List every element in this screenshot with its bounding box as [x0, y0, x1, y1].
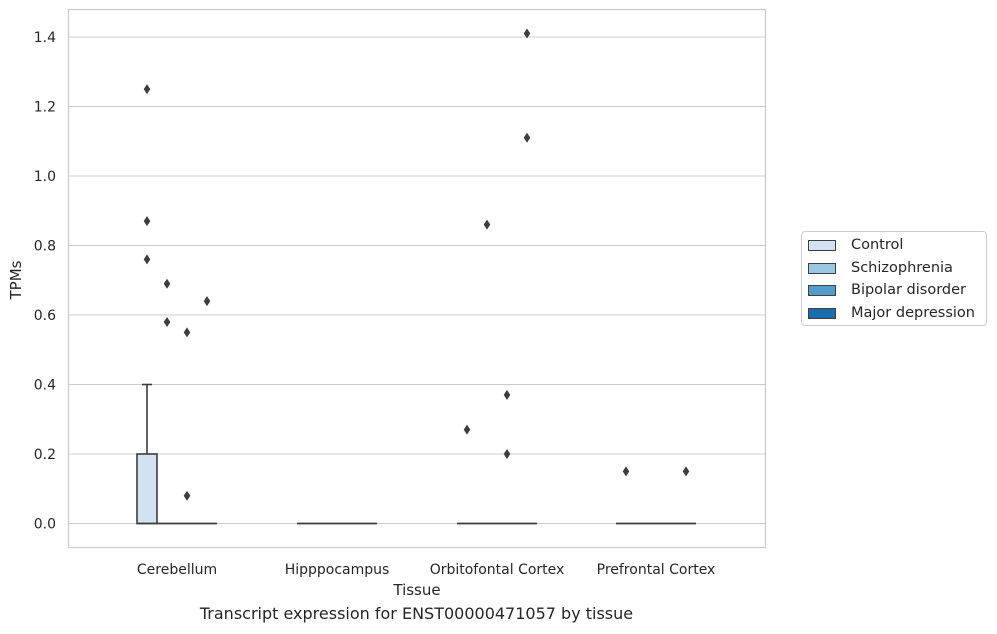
outlier-point [143, 254, 151, 265]
legend-swatch-major-depression [808, 307, 836, 319]
legend-swatch-control [808, 239, 836, 251]
outlier-point [523, 28, 531, 39]
outlier-point [183, 490, 191, 501]
y-tick-label: 1.4 [34, 30, 56, 46]
y-axis-label: TPMs [7, 260, 25, 300]
outlier-point [682, 466, 690, 477]
legend-label-control: Control [851, 237, 904, 253]
legend-label-bipolar-disorder: Bipolar disorder [851, 282, 966, 298]
outlier-point [143, 216, 151, 227]
x-tick-label: Orbitofontal Cortex [430, 562, 565, 578]
outlier-point [503, 389, 511, 400]
legend-swatch-bipolar-disorder [808, 284, 836, 296]
legend-item-bipolar-disorder: Bipolar disorder [808, 280, 966, 300]
y-tick-label: 0.4 [34, 378, 56, 394]
y-tick-label: 0.2 [34, 447, 56, 463]
x-tick-labels: Cerebellum Hipppocampus Orbitofontal Corte… [137, 562, 715, 578]
legend-item-schizophrenia: Schizophrenia [808, 258, 953, 278]
outlier-layer [143, 28, 690, 501]
x-tick-label: Hipppocampus [285, 562, 390, 578]
y-tick-labels: 0.0 0.2 0.4 0.6 0.8 1.0 1.2 1.4 [34, 30, 56, 533]
box-cerebellum-control [136, 453, 158, 525]
outlier-point [503, 449, 511, 459]
legend-swatch-schizophrenia [808, 262, 836, 274]
legend-item-major-depression: Major depression [808, 303, 975, 323]
outlier-point [483, 219, 491, 230]
outlier-point [163, 316, 171, 327]
y-tick-label: 0.8 [34, 239, 56, 255]
outlier-point [622, 466, 630, 477]
outlier-point [183, 327, 191, 338]
box-layer [136, 383, 696, 525]
x-tick-label: Prefrontal Cortex [597, 562, 716, 578]
outlier-point [143, 84, 151, 95]
outlier-point [523, 132, 531, 143]
y-tick-label: 1.0 [34, 169, 56, 185]
outlier-point [203, 296, 211, 307]
legend: Control Schizophrenia Bipolar disorder M… [801, 231, 987, 326]
plot-frame [67, 8, 767, 549]
x-axis-label: Tissue [392, 581, 440, 599]
legend-item-control: Control [808, 235, 903, 255]
y-tick-label: 1.2 [34, 100, 56, 116]
grid-lines [68, 36, 766, 525]
x-tick-label: Cerebellum [137, 562, 217, 578]
y-tick-label: 0.6 [34, 308, 56, 324]
legend-label-schizophrenia: Schizophrenia [851, 260, 953, 276]
y-tick-label: 0.0 [34, 517, 56, 533]
chart-caption: Transcript expression for ENST0000047105… [199, 604, 634, 623]
legend-label-major-depression: Major depression [851, 305, 975, 321]
outlier-point [163, 278, 171, 289]
outlier-point [463, 424, 471, 435]
